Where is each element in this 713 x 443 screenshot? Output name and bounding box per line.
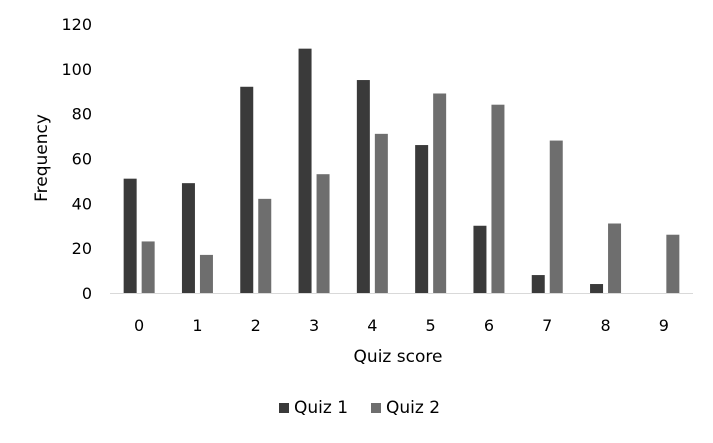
x-tick-label: 2: [251, 316, 261, 335]
bar-quiz-2-score-3: [316, 174, 330, 293]
y-tick-label: 60: [72, 150, 92, 169]
bar-quiz-2-score-4: [374, 133, 388, 293]
bar-quiz-1-score-6: [473, 225, 487, 293]
x-tick-label: 6: [484, 316, 494, 335]
bar-quiz-2-score-1: [199, 254, 213, 293]
bar-quiz-2-score-0: [141, 241, 155, 293]
bar-quiz-1-score-7: [531, 275, 545, 293]
bar-quiz-1-score-5: [415, 145, 429, 293]
x-tick-label: 7: [542, 316, 552, 335]
y-tick-label: 20: [72, 239, 92, 258]
y-tick-label: 80: [72, 105, 92, 124]
y-tick-label: 120: [61, 15, 92, 34]
x-tick-label: 0: [134, 316, 144, 335]
bar-quiz-1-score-3: [298, 48, 312, 294]
bar-quiz-2-score-5: [433, 93, 447, 293]
x-tick-label: 9: [659, 316, 669, 335]
bar-quiz-1-score-8: [590, 284, 604, 293]
y-tick-label: 0: [82, 284, 92, 303]
bar-quiz-1-score-1: [181, 183, 195, 293]
bar-quiz-2-score-2: [258, 198, 272, 293]
x-tick-label: 1: [192, 316, 202, 335]
legend-label-quiz-1: Quiz 1: [294, 398, 348, 418]
legend-swatch-quiz-2: [371, 403, 381, 413]
y-tick-label: 40: [72, 194, 92, 213]
x-tick-label: 5: [426, 316, 436, 335]
y-axis-ticks: 0 20 40 60 80 100 120: [61, 15, 92, 303]
legend-swatch-quiz-1: [279, 403, 289, 413]
x-tick-label: 8: [600, 316, 610, 335]
legend: Quiz 1 Quiz 2: [279, 398, 440, 418]
bar-quiz-1-score-4: [356, 80, 370, 294]
x-tick-label: 4: [367, 316, 377, 335]
bar-quiz-2-score-8: [608, 223, 622, 293]
x-axis-title: Quiz score: [354, 347, 443, 367]
bar-quiz-2-score-9: [666, 234, 680, 293]
y-tick-label: 100: [61, 60, 92, 79]
bar-quiz-2-score-7: [549, 140, 563, 293]
x-axis-ticks: 0 1 2 3 4 5 6 7 8 9: [134, 316, 669, 335]
legend-label-quiz-2: Quiz 2: [386, 398, 440, 418]
x-tick-label: 3: [309, 316, 319, 335]
y-axis-title: Frequency: [32, 114, 52, 202]
bars: [123, 48, 680, 294]
bar-quiz-2-score-6: [491, 104, 505, 293]
bar-quiz-1-score-0: [123, 178, 137, 293]
bar-quiz-1-score-2: [240, 86, 254, 294]
